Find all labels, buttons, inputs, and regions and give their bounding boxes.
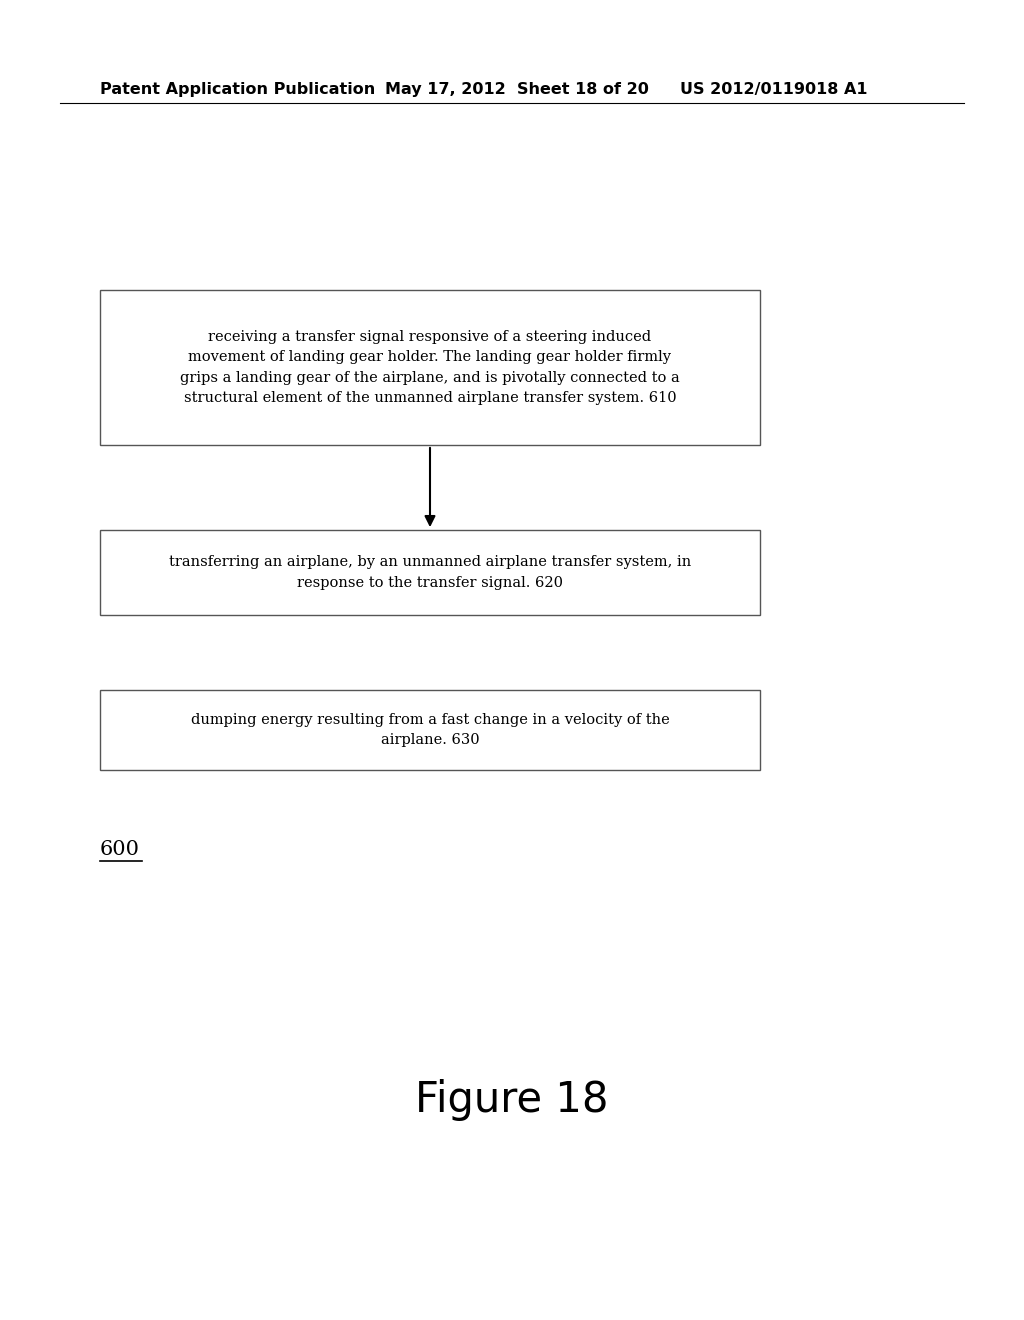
Text: 600: 600	[100, 840, 140, 859]
Bar	[100, 690, 760, 770]
Text: Figure 18: Figure 18	[416, 1078, 608, 1121]
Bar	[100, 290, 760, 445]
Text: Patent Application Publication: Patent Application Publication	[100, 82, 375, 96]
Text: US 2012/0119018 A1: US 2012/0119018 A1	[680, 82, 867, 96]
Text: dumping energy resulting from a fast change in a velocity of the
airplane. 630: dumping energy resulting from a fast cha…	[190, 713, 670, 747]
Text: receiving a transfer signal responsive of a steering induced
movement of landing: receiving a transfer signal responsive o…	[180, 330, 680, 404]
Bar	[100, 531, 760, 615]
Text: transferring an airplane, by an unmanned airplane transfer system, in
response t: transferring an airplane, by an unmanned…	[169, 556, 691, 590]
Text: May 17, 2012  Sheet 18 of 20: May 17, 2012 Sheet 18 of 20	[385, 82, 649, 96]
